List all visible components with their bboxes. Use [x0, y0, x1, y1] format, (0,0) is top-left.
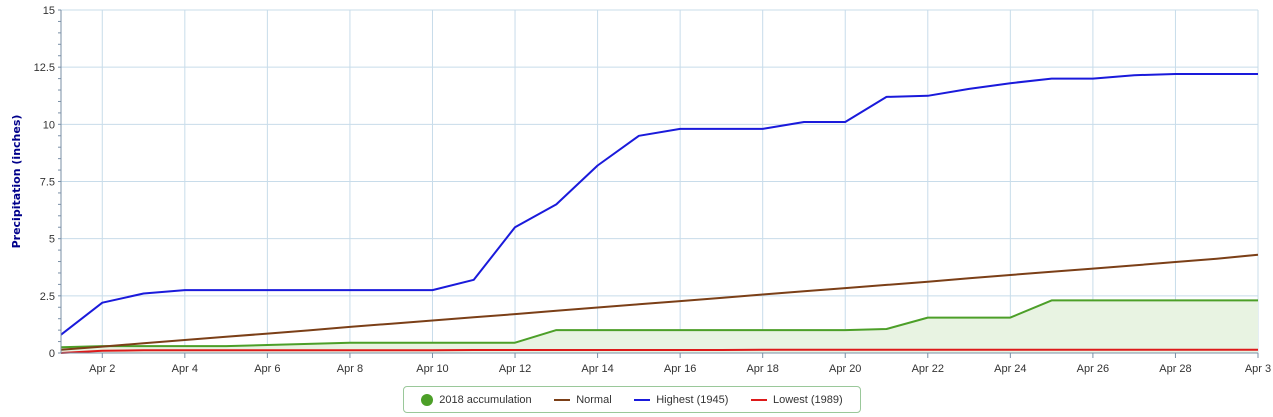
- legend-item[interactable]: 2018 accumulation: [421, 393, 532, 406]
- legend-label: Highest (1945): [656, 393, 729, 406]
- x-tick-label: Apr 12: [499, 363, 531, 375]
- legend-label: Normal: [576, 393, 612, 406]
- legend-item[interactable]: Lowest (1989): [750, 393, 843, 406]
- chart-legend: 2018 accumulation Normal Highest (1945) Low…: [403, 386, 861, 413]
- chart-grid: [61, 9, 1259, 354]
- x-tick-label: Apr 3: [1245, 363, 1271, 375]
- series-line-1: [60, 253, 1259, 351]
- chart-series: [60, 73, 1259, 354]
- legend-label: Lowest (1989): [772, 393, 843, 406]
- legend-item[interactable]: Highest (1945): [634, 394, 728, 406]
- chart-axes: 0 2.5 5 7.5 10 12.5 15 Apr 2 Apr 4 Apr 6 Apr 8 Apr …: [34, 5, 1272, 375]
- legend-dot-icon: [421, 393, 434, 406]
- x-tick-label: Apr 20: [829, 363, 861, 375]
- legend-line-icon: [554, 398, 571, 401]
- y-tick-label: 7.5: [40, 177, 55, 189]
- y-tick-label: 0: [49, 348, 55, 360]
- x-tick-label: Apr 2: [89, 363, 115, 375]
- series-line-2: [60, 73, 1258, 336]
- x-tick-label: Apr 14: [581, 363, 613, 375]
- x-tick-label: Apr 26: [1077, 363, 1109, 375]
- y-tick-label: 5: [49, 234, 55, 246]
- series-area-0: [61, 300, 1258, 353]
- y-axis-title: Precipitation (inches): [10, 115, 23, 249]
- x-tick-label: Apr 4: [172, 363, 198, 375]
- x-tick-label: Apr 10: [416, 363, 448, 375]
- legend-label: 2018 accumulation: [439, 393, 532, 406]
- x-tick-label: Apr 22: [912, 363, 944, 375]
- x-tick-label: Apr 6: [254, 363, 280, 375]
- x-tick-label: Apr 8: [337, 363, 363, 375]
- y-tick-label: 10: [43, 119, 55, 131]
- y-tick-label: 15: [43, 5, 55, 17]
- x-tick-label: Apr 16: [664, 363, 696, 375]
- legend-item[interactable]: Normal: [554, 393, 612, 406]
- x-tick-label: Apr 28: [1159, 363, 1191, 375]
- x-tick-label: Apr 18: [746, 363, 778, 375]
- series-line-3: [60, 348, 1258, 354]
- y-tick-label: 2.5: [40, 291, 55, 303]
- series-line-0: [60, 299, 1258, 349]
- y-tick-label: 12.5: [34, 62, 55, 74]
- legend-line-icon: [750, 398, 767, 401]
- x-tick-label: Apr 24: [994, 363, 1026, 375]
- legend-line-icon: [634, 398, 651, 401]
